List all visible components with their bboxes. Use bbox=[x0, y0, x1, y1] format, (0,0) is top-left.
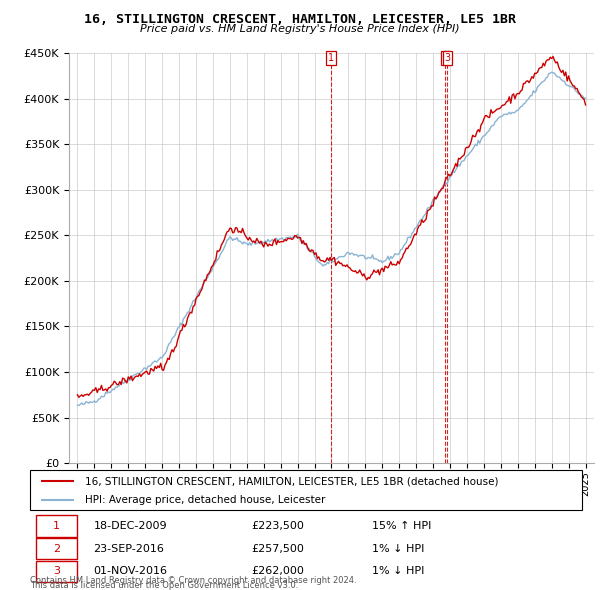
Text: £223,500: £223,500 bbox=[251, 521, 304, 531]
Text: 16, STILLINGTON CRESCENT, HAMILTON, LEICESTER, LE5 1BR: 16, STILLINGTON CRESCENT, HAMILTON, LEIC… bbox=[84, 13, 516, 26]
Text: 16, STILLINGTON CRESCENT, HAMILTON, LEICESTER, LE5 1BR (detached house): 16, STILLINGTON CRESCENT, HAMILTON, LEIC… bbox=[85, 477, 499, 487]
Text: 1% ↓ HPI: 1% ↓ HPI bbox=[372, 544, 425, 553]
Text: HPI: Average price, detached house, Leicester: HPI: Average price, detached house, Leic… bbox=[85, 496, 326, 505]
Text: £257,500: £257,500 bbox=[251, 544, 304, 553]
Text: 23-SEP-2016: 23-SEP-2016 bbox=[94, 544, 164, 553]
Text: 1% ↓ HPI: 1% ↓ HPI bbox=[372, 566, 425, 576]
Text: 15% ↑ HPI: 15% ↑ HPI bbox=[372, 521, 431, 531]
Text: 2: 2 bbox=[53, 544, 60, 553]
FancyBboxPatch shape bbox=[30, 470, 582, 510]
Text: £262,000: £262,000 bbox=[251, 566, 304, 576]
Text: 18-DEC-2009: 18-DEC-2009 bbox=[94, 521, 167, 531]
Text: 1: 1 bbox=[53, 521, 60, 531]
Text: 1: 1 bbox=[328, 53, 334, 63]
Text: This data is licensed under the Open Government Licence v3.0.: This data is licensed under the Open Gov… bbox=[30, 581, 298, 590]
FancyBboxPatch shape bbox=[35, 538, 77, 559]
Text: 3: 3 bbox=[53, 566, 60, 576]
FancyBboxPatch shape bbox=[35, 516, 77, 537]
Text: 2: 2 bbox=[442, 53, 449, 63]
Text: 3: 3 bbox=[444, 53, 451, 63]
Text: Contains HM Land Registry data © Crown copyright and database right 2024.: Contains HM Land Registry data © Crown c… bbox=[30, 576, 356, 585]
FancyBboxPatch shape bbox=[35, 560, 77, 582]
Text: 01-NOV-2016: 01-NOV-2016 bbox=[94, 566, 167, 576]
Text: Price paid vs. HM Land Registry's House Price Index (HPI): Price paid vs. HM Land Registry's House … bbox=[140, 24, 460, 34]
